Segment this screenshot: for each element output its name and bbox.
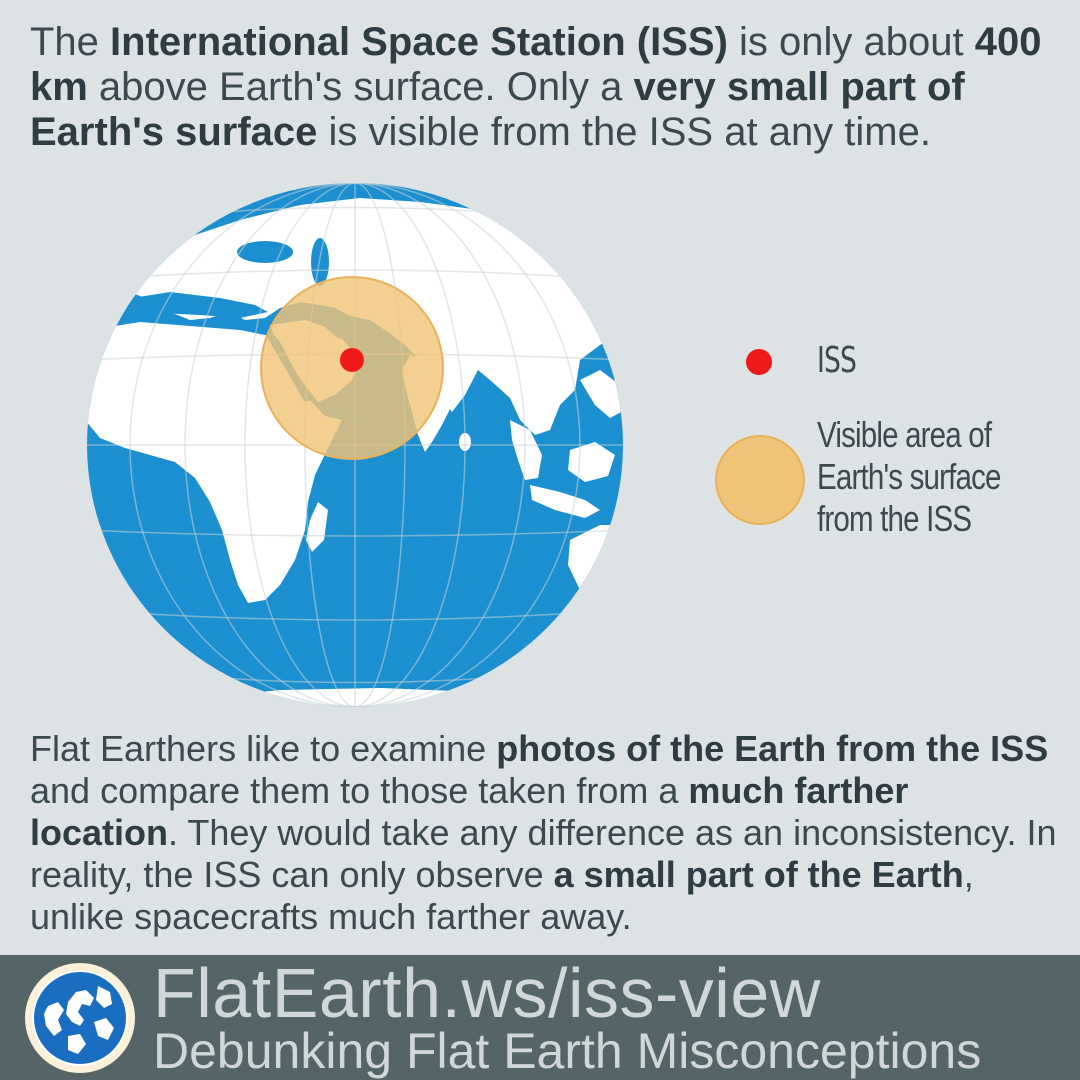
footer-bar: FlatEarth.ws/iss-view Debunking Flat Ear… — [0, 954, 1080, 1080]
intro-text: The International Space Station (ISS) is… — [30, 20, 1042, 154]
iss-marker — [340, 348, 364, 372]
legend-visible-area-swatch — [715, 435, 805, 525]
flat-earth-logo-icon — [25, 963, 135, 1073]
legend-iss-label: ISS — [817, 340, 857, 381]
legend-iss-marker — [746, 349, 772, 375]
legend-visible-area-label: Visible area of Earth's surface from the… — [817, 414, 1001, 539]
globe-illustration — [80, 180, 630, 710]
footer-url[interactable]: FlatEarth.ws/iss-view — [153, 954, 821, 1032]
explanation-text: Flat Earthers like to examine photos of … — [30, 728, 1057, 937]
footer-tagline: Debunking Flat Earth Misconceptions — [153, 1023, 982, 1079]
